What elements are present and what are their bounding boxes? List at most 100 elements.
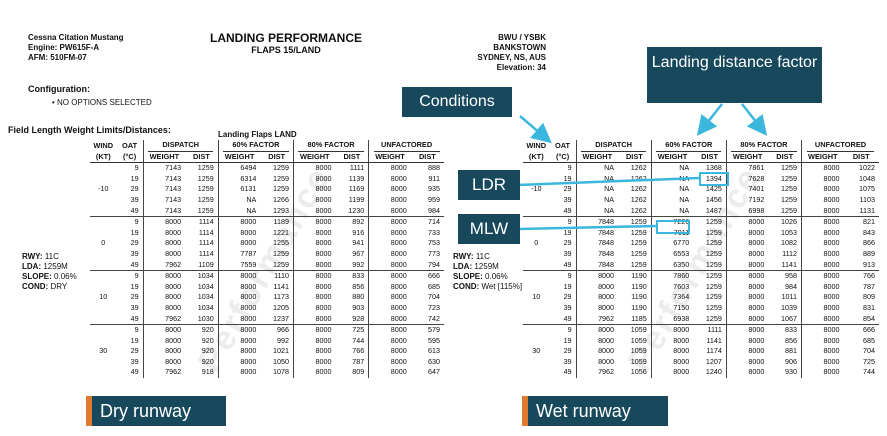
column-subheader-dist: DIST [260, 151, 294, 164]
column-header-text: 60% FACTOR [223, 140, 289, 152]
runway-condition-value: 1259M [43, 262, 68, 271]
value-cell: 1131 [843, 205, 879, 218]
value-cell: 959 [428, 194, 440, 204]
runway-condition-value: 0.06% [485, 272, 508, 281]
value-cell: 1078 [273, 367, 289, 377]
value-cell: 8000 [368, 292, 411, 303]
runway-condition-value: Wet [115%] [481, 282, 523, 291]
value-cell: 1114 [198, 248, 214, 258]
value-cell: 992 [335, 259, 369, 272]
value-cell: 1111 [707, 325, 722, 335]
value-cell: 1262 [630, 173, 647, 183]
value-cell: 8000 [725, 313, 769, 326]
value-cell: 888 [428, 163, 440, 173]
value-cell: 8000 [801, 205, 844, 218]
column-subheader-dist: DIST [843, 151, 879, 164]
table-row: 10 29 8000 1190 7364 1259 8000 1011 8000 809 [523, 292, 879, 303]
runway-condition-label: COND: [22, 282, 49, 291]
value-cell: 8000 [292, 356, 336, 368]
value-cell: 856 [352, 281, 365, 291]
value-cell: 766 [863, 271, 875, 281]
value-cell: 1190 [631, 281, 647, 291]
column-header-dispatch: DISPATCH [575, 140, 652, 152]
column-header-text: DISPATCH [581, 140, 647, 152]
wind-cell [523, 228, 550, 239]
value-cell: 1259 [705, 217, 722, 227]
value-cell: 1185 [618, 313, 652, 326]
oat-cell: 39 [130, 356, 139, 366]
landing-flaps-label: Landing Flaps LAND [218, 130, 297, 139]
column-subheader-kt: (KT) [90, 151, 117, 164]
value-cell: 1173 [273, 292, 289, 302]
value-cell: 794 [410, 259, 444, 272]
oat-cell: 9 [567, 271, 572, 281]
value-cell: 7787 [217, 248, 261, 260]
value-cell: 966 [277, 325, 289, 335]
oat-cell: 9 [134, 325, 139, 335]
table-row: 9 7848 1259 7226 1259 8000 1026 8000 821 [523, 216, 879, 228]
table-row: 19 8000 920 8000 992 8000 744 8000 595 [90, 335, 444, 347]
value-cell: 1259 [630, 217, 647, 227]
wind-cell [90, 357, 117, 368]
value-cell: 8000 [368, 313, 411, 326]
value-cell: 704 [863, 346, 875, 356]
value-cell: 920 [201, 335, 214, 345]
column-header-text: UNFACTORED [373, 140, 440, 152]
value-cell: 8000 [801, 356, 844, 368]
value-cell: 821 [863, 217, 875, 227]
wind-cell [523, 217, 550, 228]
oat-cell: 19 [130, 227, 139, 237]
value-cell: 7143 [142, 184, 186, 195]
column-subheader-weight: WEIGHT [575, 151, 619, 164]
column-header-text: OAT [555, 140, 571, 150]
wind-cell: 10 [532, 292, 541, 302]
value-cell: 8000 [217, 227, 261, 239]
document-title-block: LANDING PERFORMANCE FLAPS 15/LAND [186, 32, 386, 56]
value-cell: 1425 [705, 184, 722, 194]
table-row: 39 8000 920 8000 1050 8000 787 8000 630 [90, 356, 444, 368]
aircraft-engine: Engine: PW615F-A [28, 43, 100, 52]
value-cell: 1111 [349, 163, 365, 173]
column-subheader-dist: DIST [618, 151, 652, 164]
wind-cell [523, 195, 550, 206]
value-cell: 6770 [650, 238, 694, 249]
table-row: 9 8000 1114 8000 1189 8000 892 8000 714 [90, 216, 444, 228]
value-cell: 744 [352, 335, 365, 345]
wind-cell [90, 195, 117, 206]
value-cell: NA [575, 184, 619, 195]
table-row: 49 7962 1185 6938 1259 8000 1067 8000 854 [523, 313, 879, 326]
value-cell: 8000 [575, 356, 619, 368]
table-row: 49 7962 918 8000 1078 8000 809 8000 647 [90, 367, 444, 379]
value-cell: 1048 [859, 173, 875, 183]
value-cell: 8000 [292, 292, 336, 303]
oat-cell: 49 [549, 205, 577, 218]
value-cell: 1259 [273, 173, 289, 183]
wind-cell [90, 367, 117, 378]
value-cell: 8000 [368, 281, 411, 293]
value-cell: 1259 [781, 194, 798, 204]
value-cell: 8000 [292, 173, 336, 185]
value-cell: 1067 [768, 313, 802, 326]
wind-cell [523, 271, 550, 282]
value-cell: 8000 [217, 270, 261, 282]
value-cell: NA [650, 162, 694, 174]
value-cell: 8000 [217, 216, 261, 228]
value-cell: 8000 [801, 227, 844, 239]
factor-arrow-60 [696, 103, 723, 136]
oat-cell: 29 [563, 346, 572, 356]
value-cell: 1394 [705, 173, 722, 183]
value-cell: 1259 [693, 313, 727, 326]
table-row: 49 NA 1262 NA 1487 6998 1259 8000 1131 [523, 205, 879, 218]
column-subheader-weight: WEIGHT [725, 151, 769, 164]
value-cell: 787 [863, 281, 875, 291]
value-cell: 1259 [185, 205, 219, 218]
column-header-dispatch: DISPATCH [142, 140, 219, 152]
value-cell: NA [575, 194, 619, 206]
value-cell: 8000 [368, 216, 411, 228]
wind-cell [523, 163, 550, 174]
value-cell: 8000 [368, 205, 411, 218]
value-cell: 8000 [217, 324, 261, 336]
value-cell: 685 [428, 281, 440, 291]
value-cell: 8000 [801, 194, 844, 206]
value-cell: 8000 [292, 281, 336, 293]
